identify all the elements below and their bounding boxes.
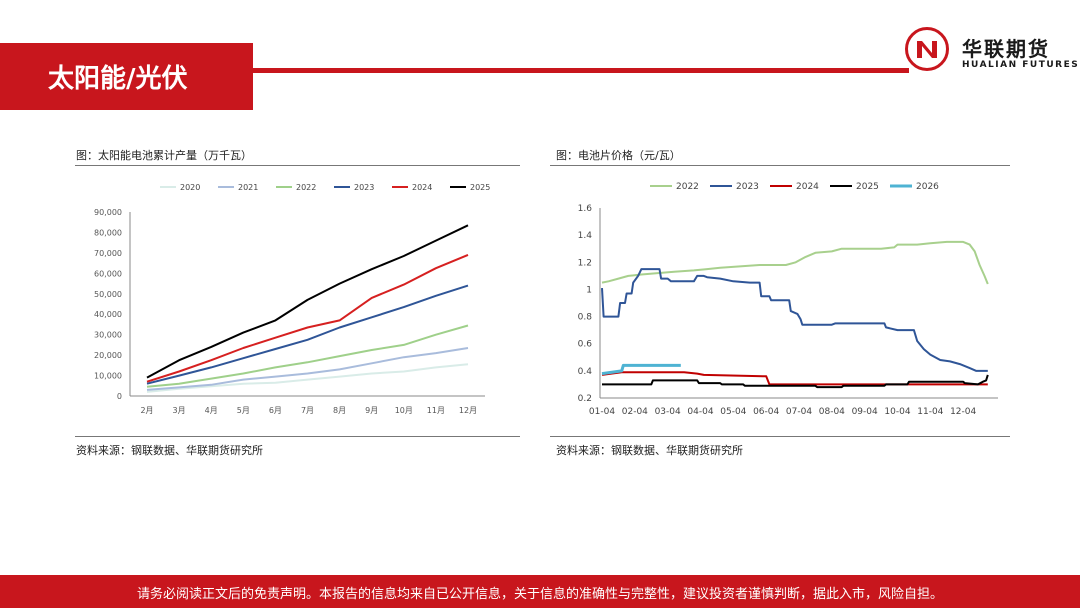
- x-tick-label: 6月: [269, 406, 282, 415]
- company-name-en: HUALIAN FUTURES: [962, 60, 1080, 70]
- x-tick-label: 9月: [365, 406, 378, 415]
- y-tick-label: 1.6: [578, 204, 593, 214]
- series-line-2020: [146, 363, 469, 393]
- x-tick-label: 12月: [459, 406, 477, 415]
- company-name-cn: 华联期货: [962, 37, 1050, 61]
- right-top-divider: [550, 165, 1010, 166]
- series-line-2025: [146, 224, 469, 379]
- x-tick-label: 05-04: [720, 407, 746, 417]
- y-tick-label: 1.4: [578, 231, 593, 241]
- y-tick-label: 1.2: [578, 258, 592, 268]
- legend-label-2022: 2022: [296, 183, 316, 192]
- x-tick-label: 06-04: [753, 407, 779, 417]
- cell-price-chart: 2022 2023 2024 2025 2026 0.2 0.4 0.6 0.8 1 1.2 1.4 1…: [578, 182, 998, 417]
- series-line-2025: [602, 374, 989, 389]
- series-line-2024: [601, 371, 988, 386]
- y-tick-label: 0.2: [578, 394, 592, 404]
- legend-label-2026: 2026: [916, 182, 939, 192]
- legend-label-2023: 2023: [354, 183, 374, 192]
- legend-label-2025: 2025: [856, 182, 879, 192]
- y-tick-label: 0.4: [578, 367, 593, 377]
- x-tick-label: 09-04: [852, 407, 878, 417]
- left-top-divider: [75, 165, 520, 166]
- footer-bar: [0, 575, 1080, 608]
- logo-icon: [905, 27, 949, 71]
- page-title: 太阳能/光伏: [48, 64, 188, 94]
- left-bottom-divider: [75, 436, 520, 437]
- right-source: 资料来源：钢联数据、华联期货研究所: [556, 444, 743, 457]
- x-tick-label: 3月: [173, 406, 186, 415]
- x-tick-label: 11-04: [917, 407, 943, 417]
- y-tick-label: 50,000: [94, 290, 122, 299]
- x-tick-label: 10-04: [884, 407, 910, 417]
- title-banner: [0, 43, 253, 110]
- legend-label-2020: 2020: [180, 183, 200, 192]
- series-line-2023: [146, 284, 469, 385]
- legend-label-2024: 2024: [796, 182, 819, 192]
- left-chart-title: 图：太阳能电池累计产量（万千瓦）: [76, 149, 252, 162]
- y-tick-label: 0.6: [578, 340, 593, 350]
- x-tick-label: 12-04: [950, 407, 976, 417]
- y-tick-label: 60,000: [94, 269, 122, 278]
- title-rule: [253, 68, 909, 73]
- y-tick-label: 30,000: [94, 331, 122, 340]
- y-tick-label: 90,000: [94, 208, 122, 217]
- cumulative-output-chart: 2020 2021 2022 2023 2024 2025 0 10,000 20,000 30,…: [94, 183, 490, 415]
- y-tick-label: 0.8: [578, 313, 593, 323]
- x-tick-label: 2月: [140, 406, 153, 415]
- x-tick-label: 11月: [427, 406, 445, 415]
- x-tick-label: 01-04: [589, 407, 615, 417]
- y-tick-label: 40,000: [94, 310, 122, 319]
- legend-label-2022: 2022: [676, 182, 699, 192]
- x-tick-label: 4月: [205, 406, 218, 415]
- right-chart-title: 图：电池片价格（元/瓦）: [556, 149, 681, 162]
- x-tick-label: 03-04: [655, 407, 681, 417]
- x-tick-label: 5月: [237, 406, 250, 415]
- x-tick-label: 8月: [333, 406, 346, 415]
- series-line-2022: [146, 324, 469, 388]
- left-source: 资料来源：钢联数据、华联期货研究所: [76, 444, 263, 457]
- x-tick-label: 07-04: [786, 407, 812, 417]
- x-tick-label: 02-04: [622, 407, 648, 417]
- y-tick-label: 0: [117, 392, 122, 401]
- legend-label-2024: 2024: [412, 183, 432, 192]
- series-line-2021: [146, 347, 469, 391]
- legend-label-2021: 2021: [238, 183, 258, 192]
- series-line-2024: [146, 253, 469, 383]
- y-tick-label: 80,000: [94, 228, 122, 237]
- x-tick-label: 04-04: [687, 407, 713, 417]
- right-bottom-divider: [550, 436, 1010, 437]
- y-tick-label: 20,000: [94, 351, 122, 360]
- footer-disclaimer: 请务必阅读正文后的免责声明。本报告的信息均来自已公开信息，关于信息的准确性与完整…: [136, 587, 943, 602]
- series-line-2022: [601, 240, 989, 285]
- y-tick-label: 10,000: [94, 372, 122, 381]
- series-line-2023: [601, 268, 988, 372]
- series-line-2026: [601, 363, 681, 376]
- y-tick-label: 70,000: [94, 249, 122, 258]
- x-tick-label: 08-04: [819, 407, 845, 417]
- y-tick-label: 1: [586, 285, 592, 295]
- legend-label-2023: 2023: [736, 182, 759, 192]
- x-tick-label: 10月: [395, 406, 413, 415]
- x-tick-label: 7月: [301, 406, 314, 415]
- legend-label-2025: 2025: [470, 183, 490, 192]
